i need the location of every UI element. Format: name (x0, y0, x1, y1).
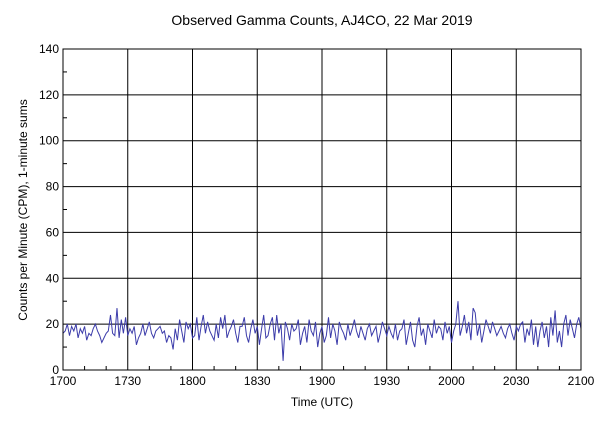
x-tick-label: 2100 (568, 374, 595, 388)
x-tick-label: 1730 (114, 374, 141, 388)
x-tick-label: 1700 (50, 374, 77, 388)
x-axis-label: Time (UTC) (291, 395, 353, 409)
y-tick-label: 20 (46, 317, 60, 331)
x-tick-label: 1930 (373, 374, 400, 388)
plot-frame (62, 48, 582, 371)
grid (62, 48, 582, 371)
x-tick-label: 1800 (179, 374, 206, 388)
y-tick-label: 120 (39, 88, 59, 102)
chart-title: Observed Gamma Counts, AJ4CO, 22 Mar 201… (171, 12, 472, 28)
x-tick-label: 1900 (309, 374, 336, 388)
x-tick-label: 2000 (438, 374, 465, 388)
y-tick-label: 60 (46, 225, 60, 239)
y-tick-label: 0 (52, 363, 59, 377)
y-tick-label: 40 (46, 271, 60, 285)
y-axis-label: Counts per Minute (CPM), 1-minute sums (16, 99, 30, 320)
x-tick-label: 2030 (503, 374, 530, 388)
y-tick-label: 100 (39, 134, 59, 148)
y-tick-label: 140 (39, 42, 59, 56)
x-tick-label: 1830 (244, 374, 271, 388)
y-tick-label: 80 (46, 180, 60, 194)
series-line (62, 301, 582, 361)
axis-ticks: 0 20 40 60 80 100 120 140 1700 1730 1800 1830 1900 19… (39, 42, 595, 388)
